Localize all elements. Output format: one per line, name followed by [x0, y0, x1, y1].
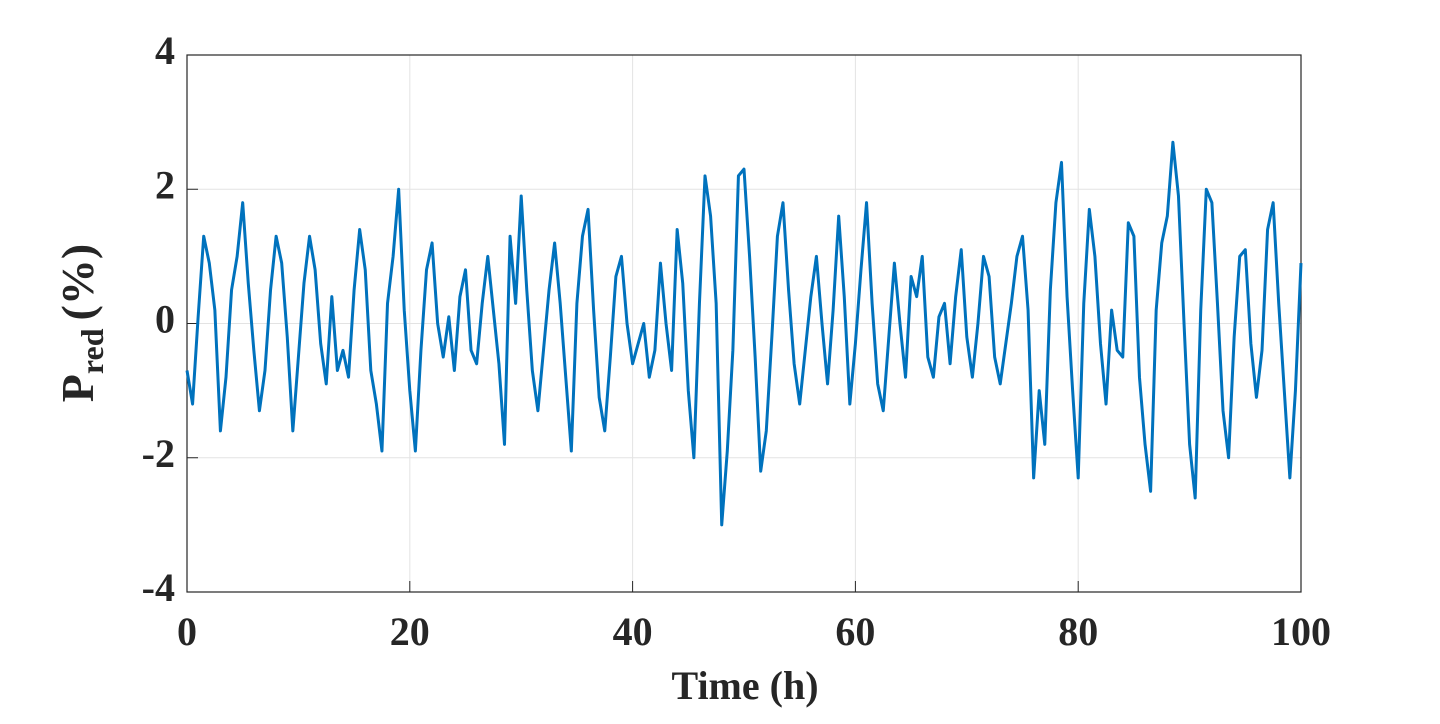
x-tick-label: 0 — [177, 609, 197, 654]
y-tick-label: -2 — [142, 431, 175, 476]
plot-frame — [186, 54, 1302, 593]
y-tick-label: 2 — [155, 162, 175, 207]
data-line — [185, 140, 1303, 527]
y-label-sub: red — [74, 328, 110, 374]
x-tick-label: 80 — [1058, 609, 1098, 654]
y-tick-label: -4 — [142, 565, 175, 610]
y-tick-label: 4 — [155, 28, 175, 73]
x-axis-label: Time (h) — [671, 663, 818, 708]
y-tick-label: 0 — [155, 297, 175, 342]
x-tick-label: 100 — [1271, 609, 1331, 654]
y-label-unit: (%) — [52, 244, 103, 321]
x-tick-label: 60 — [835, 609, 875, 654]
y-axis-label: Pred (%) — [52, 244, 111, 402]
x-tick-label: 40 — [613, 609, 653, 654]
x-tick-label: 20 — [390, 609, 430, 654]
y-label-main: P — [52, 374, 103, 402]
